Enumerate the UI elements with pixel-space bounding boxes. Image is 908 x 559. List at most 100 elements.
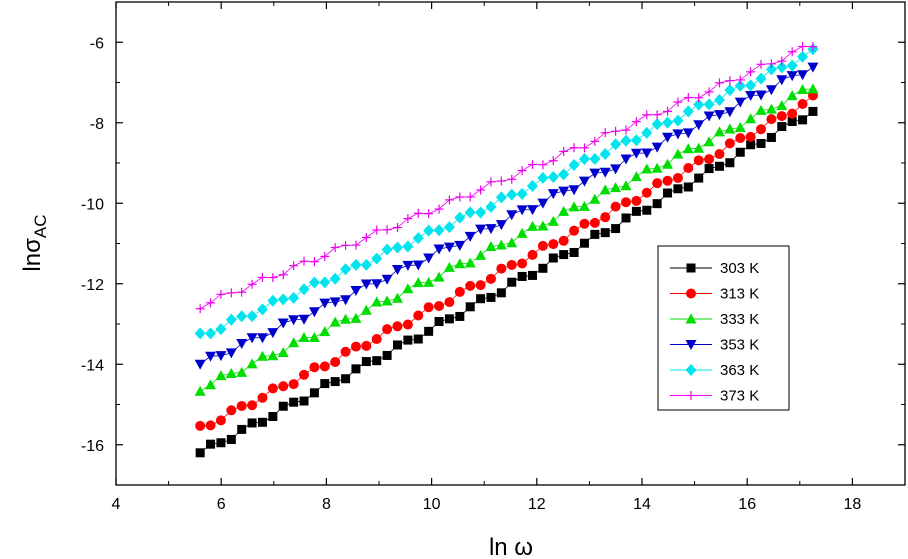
data-point: [256, 303, 268, 316]
data-point: [537, 240, 548, 251]
data-point: [423, 276, 435, 287]
data-point: [725, 76, 735, 86]
data-point: [309, 362, 320, 373]
data-point: [454, 258, 466, 269]
data-point: [443, 261, 455, 272]
data-point: [485, 241, 497, 252]
svg-text:lnσAC: lnσAC: [19, 214, 50, 271]
data-point: [686, 288, 696, 299]
data-point: [288, 337, 300, 348]
data-point: [537, 198, 549, 209]
data-point: [589, 193, 601, 204]
data-point: [569, 225, 580, 236]
data-point: [475, 249, 487, 260]
data-point: [319, 326, 331, 337]
x-tick-label: 12: [528, 496, 546, 513]
data-point: [476, 294, 486, 304]
x-tick-label: 10: [423, 496, 441, 513]
data-point: [642, 110, 652, 120]
data-point: [663, 188, 673, 198]
data-point: [807, 62, 819, 73]
legend-label: 373 K: [720, 388, 759, 405]
data-point: [392, 223, 402, 233]
data-point: [308, 331, 320, 342]
data-point: [517, 166, 527, 176]
data-point: [424, 209, 434, 219]
data-point: [444, 195, 454, 205]
data-point: [298, 332, 310, 343]
data-point: [495, 239, 507, 250]
data-point: [256, 350, 268, 361]
data-point: [350, 341, 361, 352]
data-point: [319, 298, 331, 309]
data-point: [206, 439, 216, 449]
data-point: [620, 154, 632, 165]
data-point: [423, 253, 435, 264]
data-point: [194, 359, 206, 370]
data-point: [194, 385, 206, 396]
data-point: [495, 220, 507, 231]
data-point: [735, 133, 746, 144]
data-point: [724, 84, 736, 97]
data-point: [278, 270, 288, 280]
data-point: [464, 257, 476, 268]
data-point: [361, 340, 372, 351]
data-point: [205, 420, 216, 431]
data-point: [247, 418, 257, 428]
x-axis-title: ln ω: [489, 534, 533, 559]
data-point: [423, 224, 435, 237]
data-point: [808, 42, 818, 52]
data-point: [330, 243, 340, 253]
data-point: [329, 297, 341, 308]
data-point: [308, 276, 320, 289]
data-point: [766, 132, 776, 142]
data-point: [329, 272, 341, 285]
data-point: [611, 224, 621, 234]
data-point: [651, 162, 663, 173]
data-point: [476, 185, 486, 195]
data-point: [485, 200, 497, 213]
data-point: [786, 59, 798, 72]
data-point: [371, 279, 383, 290]
data-point: [734, 97, 746, 108]
data-point: [620, 197, 631, 208]
data-point: [642, 205, 652, 215]
data-point: [610, 164, 622, 175]
data-point: [475, 206, 487, 219]
data-point: [528, 270, 538, 280]
legend-label: 303 K: [720, 260, 759, 277]
x-tick-label: 8: [322, 496, 331, 513]
data-point: [621, 125, 631, 135]
data-point: [786, 71, 798, 82]
data-point: [506, 259, 517, 270]
data-point: [289, 261, 299, 271]
data-point: [703, 98, 715, 111]
data-point: [506, 210, 518, 221]
x-tick-label: 4: [112, 496, 121, 513]
data-point: [340, 313, 352, 324]
data-point: [548, 253, 558, 263]
data-point: [766, 59, 776, 69]
data-point: [267, 383, 278, 394]
data-point: [351, 240, 361, 250]
data-point: [454, 240, 466, 251]
data-point: [360, 279, 372, 290]
data-point: [538, 263, 548, 273]
data-point: [454, 211, 466, 224]
data-point: [600, 128, 610, 138]
data-point: [506, 237, 518, 248]
x-tick-label: 6: [217, 496, 226, 513]
data-point: [298, 283, 310, 296]
data-point: [776, 75, 788, 86]
data-point: [298, 314, 310, 325]
data-point: [391, 241, 403, 254]
data-point: [299, 256, 309, 266]
data-point: [745, 79, 757, 92]
data-point: [579, 218, 590, 229]
data-point: [797, 70, 809, 81]
data-point: [277, 318, 289, 329]
data-point: [776, 61, 788, 74]
data-point: [507, 277, 517, 287]
data-point: [547, 170, 559, 183]
